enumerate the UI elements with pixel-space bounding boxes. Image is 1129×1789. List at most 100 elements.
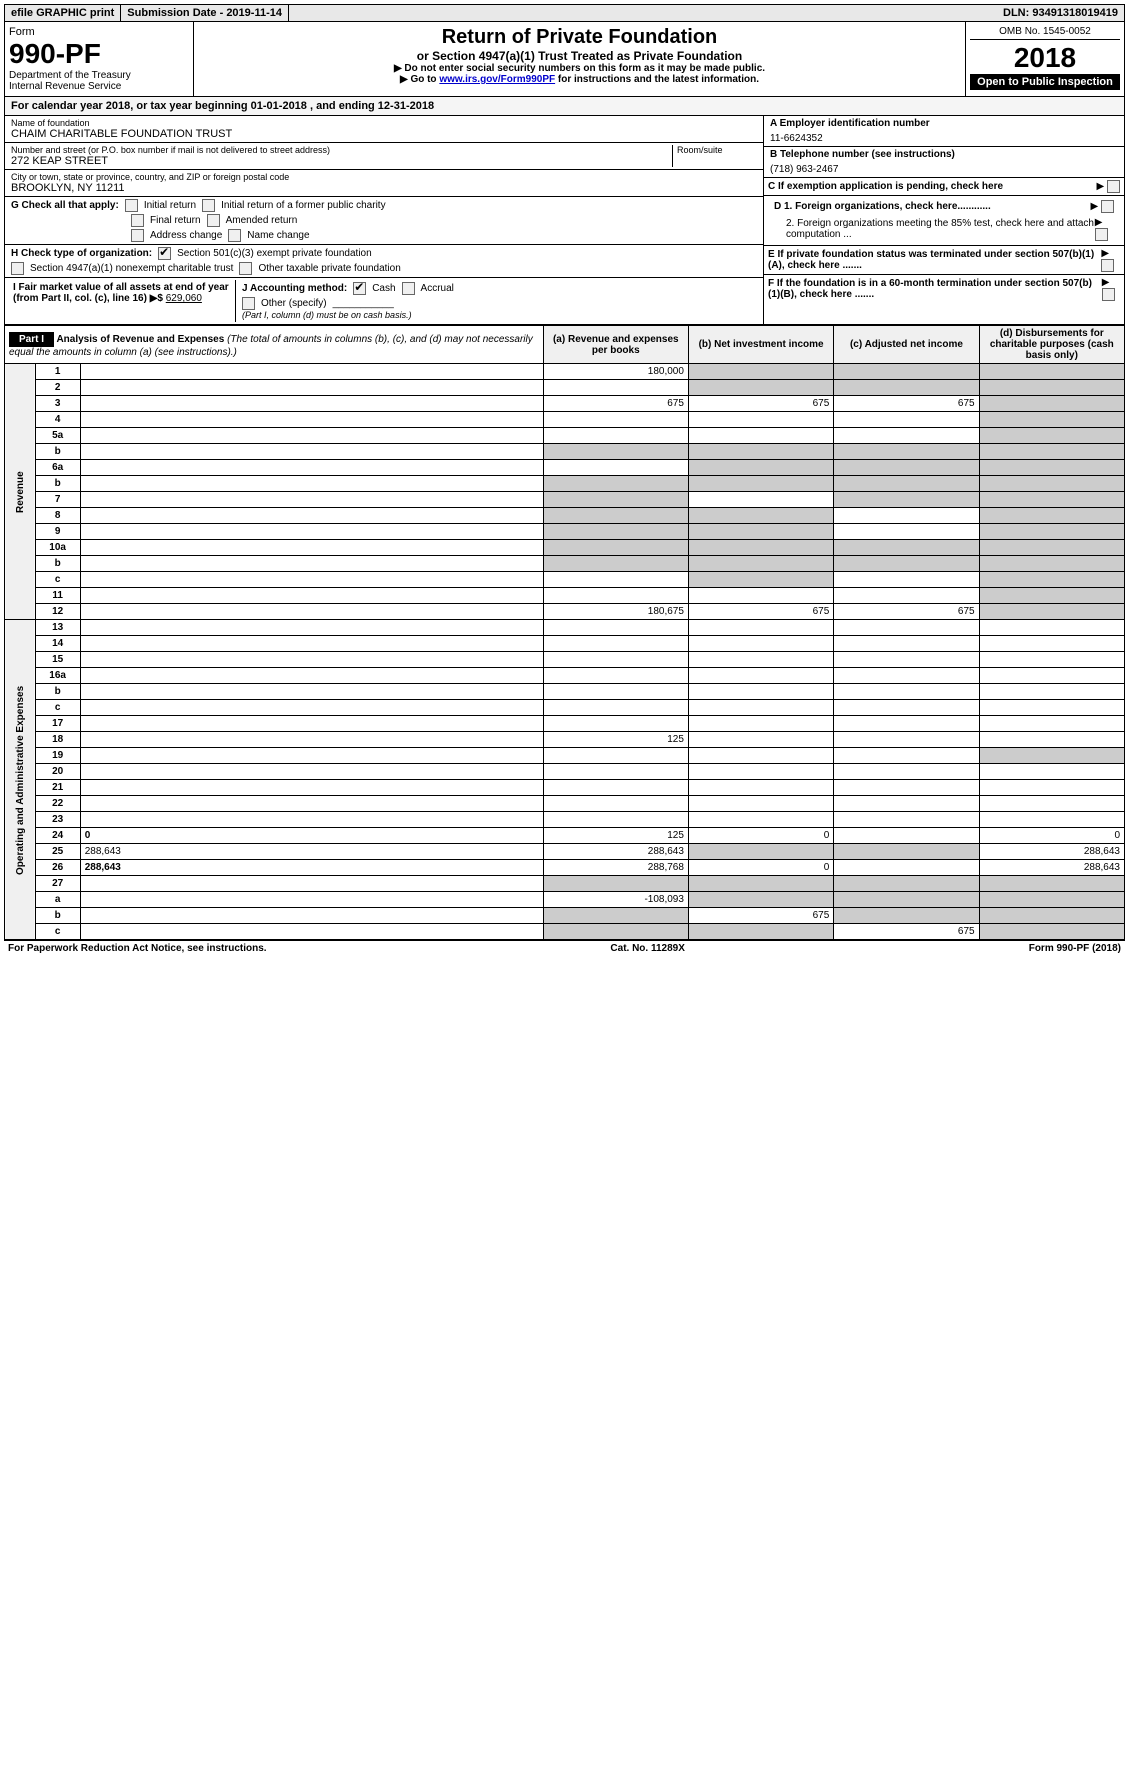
cb-accrual[interactable] bbox=[402, 282, 415, 295]
cb-initial-return[interactable] bbox=[125, 199, 138, 212]
amount-cell-d bbox=[979, 380, 1124, 396]
amount-cell-c bbox=[834, 444, 979, 460]
line-number: 20 bbox=[35, 764, 80, 780]
table-row: 15 bbox=[5, 652, 1125, 668]
amount-cell-c bbox=[834, 700, 979, 716]
ein-value: 11-6624352 bbox=[770, 133, 1118, 144]
amount-cell-b bbox=[688, 364, 833, 380]
line-number: 2 bbox=[35, 380, 80, 396]
table-row: b bbox=[5, 556, 1125, 572]
amount-cell-a bbox=[543, 652, 688, 668]
line-number: 12 bbox=[35, 604, 80, 620]
amount-cell-c bbox=[834, 844, 979, 860]
amount-cell-a bbox=[543, 684, 688, 700]
amount-cell-b: 0 bbox=[688, 828, 833, 844]
amount-cell-b bbox=[688, 460, 833, 476]
amount-cell-b: 675 bbox=[688, 908, 833, 924]
cb-4947[interactable] bbox=[11, 262, 24, 275]
cb-other-method[interactable] bbox=[242, 297, 255, 310]
line-description bbox=[80, 364, 543, 380]
line-description bbox=[80, 876, 543, 892]
amount-cell-c bbox=[834, 636, 979, 652]
amount-cell-d bbox=[979, 556, 1124, 572]
amount-cell-c bbox=[834, 764, 979, 780]
cb-status-terminated[interactable] bbox=[1101, 259, 1114, 272]
amount-cell-d bbox=[979, 508, 1124, 524]
cb-foreign-org[interactable] bbox=[1101, 200, 1114, 213]
line-number: 15 bbox=[35, 652, 80, 668]
cb-cash[interactable] bbox=[353, 282, 366, 295]
efile-print: efile GRAPHIC print bbox=[5, 5, 121, 21]
amount-cell-d bbox=[979, 620, 1124, 636]
amount-cell-b bbox=[688, 444, 833, 460]
line-description: 288,643 bbox=[80, 844, 543, 860]
header-left: Form 990-PF Department of the Treasury I… bbox=[5, 22, 194, 96]
line-number: b bbox=[35, 476, 80, 492]
amount-cell-b bbox=[688, 380, 833, 396]
cb-foreign-85[interactable] bbox=[1095, 228, 1108, 241]
line-number: a bbox=[35, 892, 80, 908]
table-row: a-108,093 bbox=[5, 892, 1125, 908]
table-row: b bbox=[5, 684, 1125, 700]
line-number: c bbox=[35, 924, 80, 940]
amount-cell-a bbox=[543, 572, 688, 588]
cb-address-change[interactable] bbox=[131, 229, 144, 242]
f-label: F If the foundation is in a 60-month ter… bbox=[768, 278, 1102, 300]
amount-cell-c bbox=[834, 908, 979, 924]
cb-name-change[interactable] bbox=[228, 229, 241, 242]
cb-501c3[interactable] bbox=[158, 247, 171, 260]
amount-cell-d: 288,643 bbox=[979, 844, 1124, 860]
cb-exemption-pending[interactable] bbox=[1107, 180, 1120, 193]
table-row: 24012500 bbox=[5, 828, 1125, 844]
amount-cell-d bbox=[979, 668, 1124, 684]
amount-cell-b bbox=[688, 780, 833, 796]
col-c-header: (c) Adjusted net income bbox=[834, 326, 979, 364]
room-label: Room/suite bbox=[677, 145, 757, 155]
amount-cell-a bbox=[543, 764, 688, 780]
amount-cell-c bbox=[834, 732, 979, 748]
amount-cell-b bbox=[688, 588, 833, 604]
amount-cell-a bbox=[543, 620, 688, 636]
amount-cell-b bbox=[688, 700, 833, 716]
amount-cell-a bbox=[543, 492, 688, 508]
b-label: B Telephone number (see instructions) bbox=[770, 149, 1118, 160]
amount-cell-b bbox=[688, 876, 833, 892]
city-label: City or town, state or province, country… bbox=[11, 172, 757, 182]
info-left: Name of foundation CHAIM CHARITABLE FOUN… bbox=[5, 116, 764, 324]
amount-cell-a bbox=[543, 636, 688, 652]
amount-cell-a bbox=[543, 876, 688, 892]
amount-cell-c bbox=[834, 892, 979, 908]
amount-cell-a bbox=[543, 460, 688, 476]
cb-initial-former[interactable] bbox=[202, 199, 215, 212]
line-description bbox=[80, 428, 543, 444]
table-row: c675 bbox=[5, 924, 1125, 940]
irs-link[interactable]: www.irs.gov/Form990PF bbox=[439, 74, 555, 85]
dln: DLN: 93491318019419 bbox=[997, 5, 1124, 21]
amount-cell-c bbox=[834, 508, 979, 524]
cb-final-return[interactable] bbox=[131, 214, 144, 227]
amount-cell-a bbox=[543, 428, 688, 444]
table-row: 27 bbox=[5, 876, 1125, 892]
amount-cell-a bbox=[543, 556, 688, 572]
amount-cell-d bbox=[979, 796, 1124, 812]
cb-other-taxable[interactable] bbox=[239, 262, 252, 275]
amount-cell-c bbox=[834, 812, 979, 828]
table-row: 6a bbox=[5, 460, 1125, 476]
amount-cell-a bbox=[543, 716, 688, 732]
amount-cell-d bbox=[979, 908, 1124, 924]
j-label: J Accounting method: bbox=[242, 283, 347, 294]
line-description: 288,643 bbox=[80, 860, 543, 876]
amount-cell-a bbox=[543, 668, 688, 684]
amount-cell-b bbox=[688, 492, 833, 508]
amount-cell-a: 180,000 bbox=[543, 364, 688, 380]
amount-cell-c bbox=[834, 876, 979, 892]
form-header: Form 990-PF Department of the Treasury I… bbox=[4, 22, 1125, 97]
table-row: 16a bbox=[5, 668, 1125, 684]
tax-year: 2018 bbox=[970, 42, 1120, 74]
footer-center: Cat. No. 11289X bbox=[610, 943, 684, 954]
cb-60-month[interactable] bbox=[1102, 288, 1115, 301]
cb-amended-return[interactable] bbox=[207, 214, 220, 227]
table-row: 25288,643288,643288,643 bbox=[5, 844, 1125, 860]
line-description bbox=[80, 668, 543, 684]
amount-cell-d bbox=[979, 748, 1124, 764]
